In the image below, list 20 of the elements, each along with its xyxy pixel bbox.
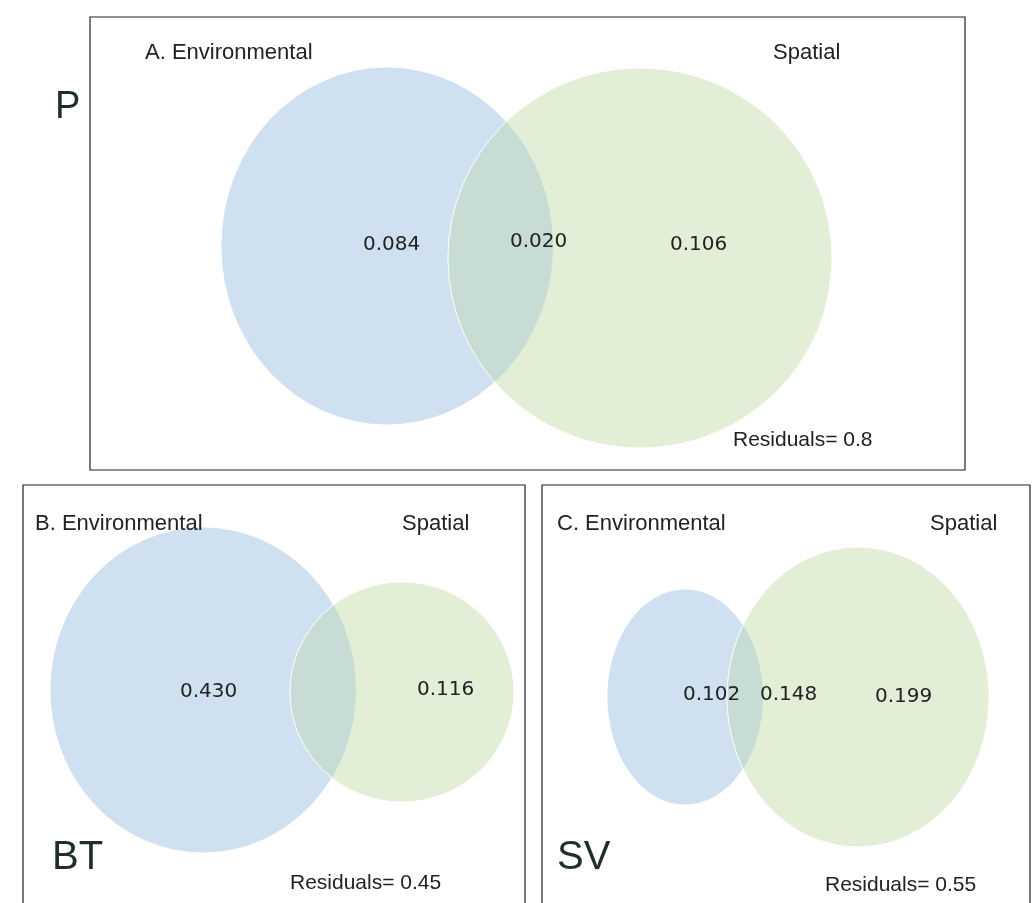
data-label: 0.106 [670,231,728,256]
text: Residuals= 0.8 [733,426,873,450]
category-label: Spatial [402,510,470,536]
text: BT [52,833,104,878]
data-label: 0.116 [417,676,475,701]
category-label: Spatial [773,39,841,65]
category-label: C. Environmental [557,510,726,536]
data-label: 0.430 [180,678,238,703]
category-label: B. Environmental [35,510,203,536]
data-label: 0.084 [363,231,421,256]
data-label: 0.199 [875,683,933,708]
text: SV [557,833,611,878]
data-label: 0.020 [510,228,568,253]
category-label: Spatial [930,510,998,536]
text: Residuals= 0.45 [290,869,442,893]
text: P [55,84,81,127]
text: Residuals= 0.55 [825,871,977,895]
data-label: 0.148 [760,681,818,706]
data-label: 0.102 [683,681,741,706]
category-label: A. Environmental [145,39,313,65]
